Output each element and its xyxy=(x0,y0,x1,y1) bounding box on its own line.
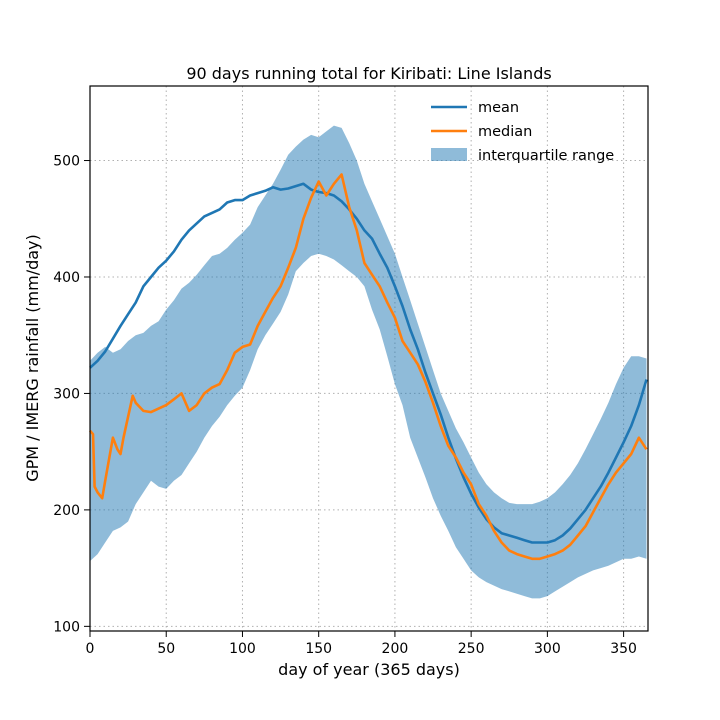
x-tick-label: 250 xyxy=(458,641,485,657)
x-tick-label: 150 xyxy=(305,641,332,657)
legend-iqr-swatch xyxy=(431,148,467,161)
y-tick-label: 300 xyxy=(53,386,80,402)
legend: mean median interquartile range xyxy=(431,100,614,164)
x-tick-label: 350 xyxy=(610,641,637,657)
y-tick-label: 100 xyxy=(53,619,80,635)
median-line-layer xyxy=(89,173,648,561)
x-tick-label: 300 xyxy=(534,641,561,657)
plot-frame xyxy=(89,85,649,632)
legend-iqr-label: interquartile range xyxy=(478,148,614,164)
mean-line xyxy=(89,182,648,544)
iqr-band xyxy=(90,125,647,599)
y-tick-label: 500 xyxy=(53,154,80,170)
x-tick-label: 50 xyxy=(157,641,175,657)
axis-ticks: 0 50 100 150 200 250 300 350 100 200 300 400 500 xyxy=(53,154,637,657)
legend-mean-label: mean xyxy=(478,100,519,116)
x-tick-label: 0 xyxy=(86,641,95,657)
chart-title: 90 days running total for Kiribati: Line… xyxy=(186,64,551,83)
y-tick-label: 400 xyxy=(53,270,80,286)
x-axis-label: day of year (365 days) xyxy=(278,660,460,679)
legend-median-label: median xyxy=(478,124,532,140)
median-line xyxy=(89,173,648,561)
x-tick-label: 200 xyxy=(382,641,409,657)
mean-line-layer xyxy=(89,182,648,544)
y-tick-label: 200 xyxy=(53,503,80,519)
x-tick-label: 100 xyxy=(229,641,256,657)
iqr-band-layer xyxy=(90,125,647,599)
y-axis-label: GPM / IMERG rainfall (mm/day) xyxy=(23,234,42,482)
